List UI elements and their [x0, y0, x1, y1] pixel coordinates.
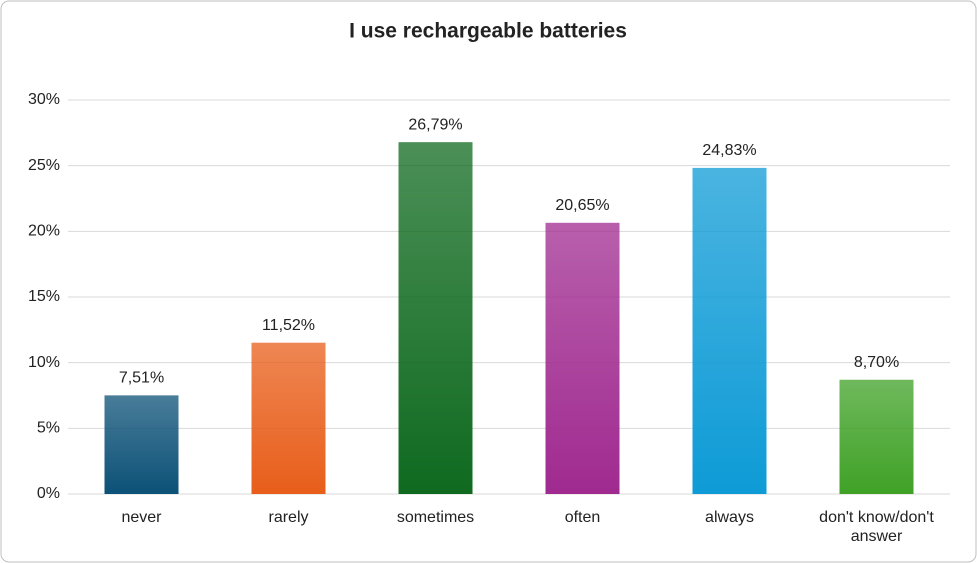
data-label: 8,70%: [854, 354, 899, 371]
data-label: 26,79%: [408, 116, 462, 133]
x-tick-label: often: [564, 509, 601, 526]
x-tick-label: rarely: [268, 509, 309, 526]
data-label: 24,83%: [702, 142, 756, 159]
bar: [398, 142, 473, 494]
y-tick-label: 10%: [28, 354, 60, 371]
bar: [104, 395, 179, 494]
chart-title: I use rechargeable batteries: [349, 20, 627, 43]
bar: [251, 342, 326, 494]
data-label: 7,51%: [119, 370, 164, 387]
y-tick-label: 30%: [28, 91, 60, 108]
data-label: 20,65%: [555, 197, 609, 214]
y-tick-label: 25%: [28, 157, 60, 174]
y-tick-label: 15%: [28, 288, 60, 305]
x-tick-label: never: [121, 509, 162, 526]
bar: [839, 379, 914, 494]
data-label: 11,52%: [262, 317, 315, 334]
y-tick-label: 0%: [37, 485, 60, 502]
x-tick-label: always: [705, 509, 754, 526]
x-tick-label: don't know/don't answer: [819, 509, 934, 545]
bar: [692, 167, 767, 494]
y-tick-label: 5%: [37, 420, 60, 437]
x-tick-label: sometimes: [396, 509, 475, 526]
y-tick-label: 20%: [28, 223, 60, 240]
bar: [545, 222, 620, 494]
